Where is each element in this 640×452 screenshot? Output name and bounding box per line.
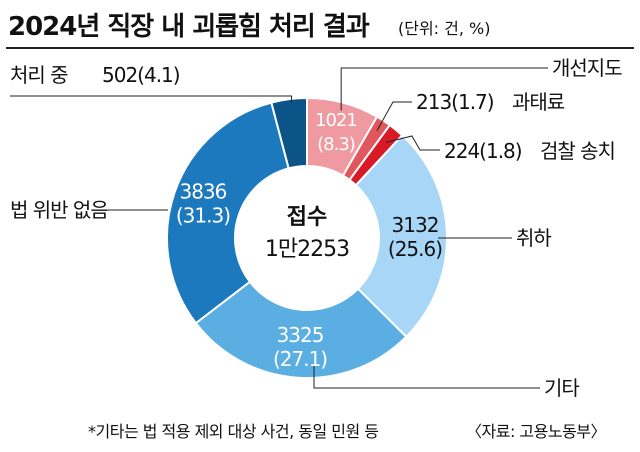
unit-label: (단위: 건, %) [398,19,491,38]
category-label-no-violation: 법 위반 없음 [10,198,108,222]
leader-correction [340,67,548,111]
value-label-prosecution: 224(1.8) [444,139,522,163]
chart-title: 2024년 직장 내 괴롭힘 처리 결과 [8,12,370,42]
center-group: 접수 1만2253 [265,205,350,262]
category-label-other: 기타 [544,376,579,400]
leader-fine [376,101,412,132]
value-label-other: 3325 [277,323,324,347]
slice-withdrawal [354,133,448,339]
category-label-withdrawal: 취하 [516,226,551,250]
value-label-correction: 1021 [315,110,357,131]
category-label-correction: 개선지도 [552,56,622,80]
value-label-no_violation: 3836 [179,179,226,203]
source-note: 〈자료: 고용노동부〉 [466,422,607,441]
slice-other [194,280,408,379]
slice-no_violation [166,101,290,325]
value-label-withdrawal: 3132 [392,213,439,237]
percent-label-other: (27.1) [273,347,327,371]
category-label-processing: 처리 중 [10,63,68,87]
slice-group [166,96,448,379]
category-label-fine: 과태료 [512,90,565,114]
label-group: 1021 (8.3) 3132(25.6) 3325(27.1) 3836(31.3) 개… [10,56,623,400]
leader-other [313,366,540,389]
category-label-prosecution: 검찰 송치 [540,139,615,163]
value-label-processing: 502(4.1) [102,63,180,87]
value-label-fine: 213(1.7) [416,90,494,114]
percent-label-no_violation: (31.3) [176,203,230,227]
footnote: *기타는 법 적용 제외 대상 사건, 동일 민원 등 [88,422,379,441]
slice-processing [270,96,308,170]
center-title: 접수 [287,205,327,230]
percent-label-correction: (8.3) [317,134,355,155]
leader-line-group [10,67,548,389]
center-total: 1만2253 [265,237,349,262]
title-divider [6,47,634,49]
leader-prosecution [385,135,440,151]
leader-processing [10,95,293,104]
percent-label-withdrawal: (25.6) [388,237,442,261]
